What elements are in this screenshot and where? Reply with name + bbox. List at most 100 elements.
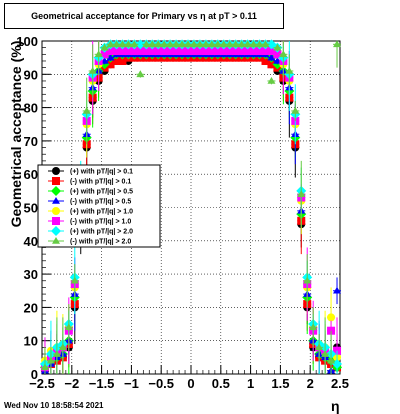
data-point	[261, 56, 270, 65]
chart-title: Geometrical acceptance for Primary vs η …	[4, 3, 284, 29]
data-point	[148, 40, 157, 48]
x-tick-label: 0	[187, 376, 194, 391]
data-point	[261, 40, 270, 48]
data-point	[189, 46, 198, 55]
data-point	[118, 56, 127, 65]
legend-marker	[52, 207, 60, 215]
data-point	[303, 276, 312, 284]
data-point	[201, 40, 210, 48]
legend-marker	[51, 226, 61, 236]
data-point	[249, 40, 258, 48]
data-point	[88, 66, 97, 74]
y-tick-label: 60	[24, 167, 38, 182]
data-point	[118, 40, 127, 48]
legend: (+) with pT/|q| > 0.1 (-) with pT/|q| > 0…	[37, 164, 161, 248]
data-point	[106, 53, 115, 61]
x-tick-label: −2.5	[29, 376, 55, 391]
data-point	[142, 46, 151, 55]
data-point	[124, 40, 133, 48]
data-point	[184, 46, 193, 55]
x-tick-label: −1.5	[89, 376, 115, 391]
data-point	[219, 40, 228, 48]
data-point	[94, 50, 103, 58]
y-tick-label: 70	[24, 134, 38, 149]
data-point	[279, 50, 288, 58]
data-point	[249, 46, 258, 55]
legend-marker	[52, 237, 60, 244]
data-point	[231, 40, 240, 48]
data-point	[70, 276, 79, 284]
data-point	[267, 60, 276, 69]
y-tick-label: 100	[16, 34, 38, 49]
data-point	[267, 76, 276, 84]
data-point	[255, 46, 264, 55]
y-tick-label: 90	[24, 67, 38, 82]
legend-label: (-) with pT/|q| > 2.0	[70, 239, 131, 246]
data-point	[213, 40, 222, 48]
legend-marker	[51, 186, 61, 196]
data-point	[160, 40, 169, 48]
data-point	[112, 56, 121, 65]
timestamp: Wed Nov 10 18:58:54 2021	[4, 401, 104, 410]
data-point	[112, 40, 121, 48]
legend-label: (+) with pT/|q| > 1.0	[70, 209, 133, 216]
data-point	[172, 40, 181, 48]
data-point	[142, 40, 151, 48]
data-point	[237, 46, 246, 55]
data-point	[333, 40, 342, 48]
y-tick-label: 30	[24, 267, 38, 282]
data-point	[124, 46, 133, 55]
data-point	[219, 46, 228, 55]
data-point	[315, 343, 324, 351]
data-point	[201, 46, 210, 55]
data-point	[178, 46, 187, 55]
legend-label: (-) with pT/|q| > 0.1	[70, 179, 131, 186]
data-point	[52, 350, 61, 357]
data-point	[172, 46, 181, 55]
data-point	[148, 46, 157, 55]
x-tick-label: −2	[64, 376, 79, 391]
data-point	[231, 46, 240, 55]
data-point	[40, 363, 49, 371]
x-tick-label: −1	[124, 376, 139, 391]
data-point	[195, 40, 204, 48]
y-tick-label: 0	[31, 367, 38, 382]
data-point	[154, 46, 163, 55]
data-point	[184, 40, 193, 48]
legend-label: (-) with pT/|q| > 0.5	[70, 199, 131, 206]
data-point	[332, 359, 343, 370]
data-point	[106, 60, 115, 69]
legend-marker	[52, 167, 60, 175]
data-point	[166, 46, 175, 55]
data-point	[273, 43, 282, 51]
data-point	[267, 46, 276, 55]
x-tick-label: 1.5	[271, 376, 289, 391]
data-point	[130, 46, 139, 55]
data-point	[225, 46, 234, 55]
data-point	[112, 46, 121, 55]
y-tick-label: 10	[24, 334, 38, 349]
data-point	[100, 43, 109, 51]
x-tick-label: 1	[247, 376, 254, 391]
data-point	[130, 40, 139, 48]
data-point	[261, 46, 270, 55]
data-point	[82, 106, 91, 114]
data-point	[160, 46, 169, 55]
data-point	[309, 323, 318, 331]
data-point	[106, 46, 115, 55]
data-point	[136, 70, 145, 78]
data-point	[64, 323, 73, 331]
legend-label: (+) with pT/|q| > 2.0	[70, 229, 133, 236]
legend-label: (-) with pT/|q| > 1.0	[70, 219, 131, 226]
legend-marker	[52, 197, 60, 204]
data-point	[207, 46, 216, 55]
data-point	[255, 40, 264, 48]
data-point	[321, 350, 330, 357]
data-point	[327, 356, 336, 364]
data-point	[213, 46, 222, 55]
y-tick-label: 40	[24, 234, 38, 249]
x-tick-label: 0.5	[212, 376, 230, 391]
data-point	[58, 343, 67, 351]
y-axis-label: Geometrical acceptance (%)	[8, 40, 24, 228]
